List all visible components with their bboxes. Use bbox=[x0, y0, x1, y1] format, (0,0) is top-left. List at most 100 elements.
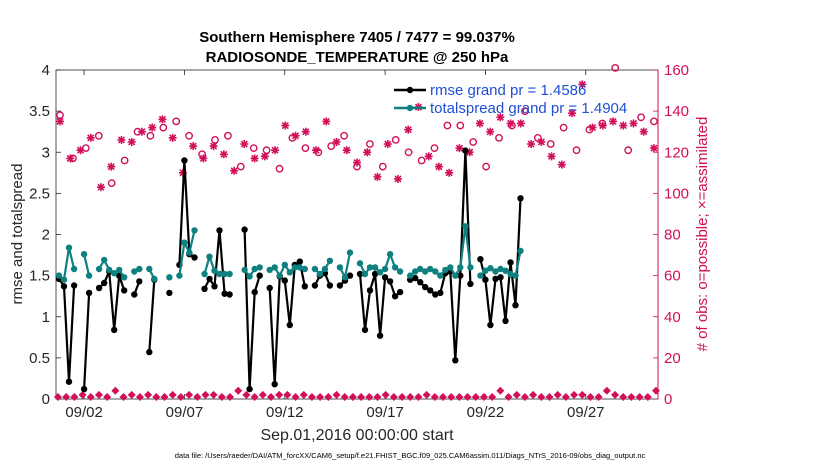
obs-assimilated-point bbox=[230, 167, 238, 175]
totalspread-point bbox=[497, 265, 504, 273]
obs-assimilated-point bbox=[384, 140, 392, 148]
obs-bottom-assimilated-point bbox=[627, 392, 636, 401]
totalspread-point bbox=[512, 272, 519, 279]
totalspread-series bbox=[55, 223, 524, 283]
rmse-point bbox=[271, 381, 278, 388]
obs-assimilated-point bbox=[476, 119, 484, 128]
obs-bottom-assimilated-point bbox=[324, 392, 333, 401]
obs-bottom-assimilated-point bbox=[250, 392, 259, 401]
obs-assimilated-point bbox=[537, 138, 545, 146]
obs-bottom-assimilated-point bbox=[520, 392, 529, 401]
rmse-point bbox=[131, 291, 138, 298]
obs-assimilated-point bbox=[189, 142, 197, 150]
totalspread-point bbox=[437, 272, 444, 279]
obs-assimilated-point bbox=[527, 140, 535, 148]
totalspread-point bbox=[492, 268, 499, 275]
obs-possible-point bbox=[81, 144, 90, 153]
obs-assimilated-point bbox=[640, 128, 648, 136]
rmse-point bbox=[85, 289, 93, 297]
chart-title-line1: Southern Hemisphere 7405 / 7477 = 99.037… bbox=[199, 29, 515, 46]
obs-assimilated-point bbox=[599, 121, 607, 130]
totalspread-point bbox=[336, 264, 344, 271]
rmse-point bbox=[381, 274, 389, 281]
obs-bottom-assimilated-point bbox=[553, 390, 562, 399]
obs-assimilated-point bbox=[425, 152, 433, 160]
rmse-point bbox=[266, 284, 273, 292]
obs-bottom-assimilated-point bbox=[373, 392, 382, 401]
x-tick-label: 09/07 bbox=[166, 404, 204, 421]
y-axis-right-label: # of obs: o=possible; ×=assimilated bbox=[694, 117, 711, 352]
totalspread-point bbox=[85, 272, 93, 279]
totalspread-point bbox=[381, 265, 389, 273]
obs-assimilated-point bbox=[343, 146, 351, 154]
totalspread-point bbox=[281, 261, 288, 269]
y-axis-left-label: rmse and totalspread bbox=[9, 164, 26, 305]
totalspread-point bbox=[271, 264, 278, 271]
obs-possible-point bbox=[456, 121, 465, 130]
rmse-point bbox=[502, 317, 509, 325]
obs-bottom-assimilated-point bbox=[512, 390, 521, 399]
totalspread-point bbox=[321, 265, 329, 273]
obs-assimilated-point bbox=[650, 144, 658, 152]
obs-bottom-assimilated-point bbox=[217, 392, 226, 401]
obs-possible-point bbox=[598, 119, 607, 128]
totalspread-point bbox=[477, 272, 484, 279]
obs-count-series bbox=[54, 64, 660, 401]
obs-bottom-assimilated-point bbox=[619, 392, 628, 401]
obs-bottom-assimilated-point bbox=[201, 390, 210, 399]
totalspread-point bbox=[181, 239, 188, 246]
totalspread-point bbox=[391, 264, 399, 271]
totalspread-point bbox=[136, 265, 143, 273]
obs-possible-point bbox=[365, 140, 374, 148]
obs-assimilated-point bbox=[210, 142, 218, 150]
rmse-point bbox=[376, 332, 384, 339]
rmse-point bbox=[512, 302, 519, 309]
legend: rmse grand pr = 1.4586 totalspread grand… bbox=[394, 82, 627, 117]
y-right-tick-label: 160 bbox=[664, 62, 689, 79]
obs-bottom-assimilated-point bbox=[316, 392, 325, 401]
obs-possible-point bbox=[236, 162, 245, 171]
obs-bottom-assimilated-point bbox=[594, 392, 603, 401]
obs-possible-point bbox=[469, 138, 478, 146]
obs-possible-point bbox=[185, 131, 194, 140]
totalspread-point bbox=[166, 274, 173, 281]
obs-possible-point bbox=[211, 135, 219, 144]
rmse-point bbox=[361, 326, 369, 334]
rmse-point bbox=[256, 272, 263, 279]
rmse-point bbox=[296, 258, 303, 265]
obs-bottom-assimilated-point bbox=[119, 392, 128, 401]
obs-bottom-assimilated-point bbox=[471, 392, 480, 401]
rmse-point bbox=[507, 259, 514, 266]
totalspread-point bbox=[176, 272, 183, 279]
rmse-point bbox=[452, 357, 459, 364]
totalspread-point bbox=[221, 270, 228, 278]
obs-assimilated-point bbox=[455, 144, 463, 152]
totalspread-point bbox=[422, 268, 429, 275]
rmse-point bbox=[356, 270, 364, 278]
obs-possible-point bbox=[275, 164, 284, 173]
obs-bottom-assimilated-point bbox=[135, 392, 144, 401]
obs-possible-point bbox=[585, 125, 594, 134]
rmse-point bbox=[246, 385, 253, 393]
obs-assimilated-point bbox=[445, 169, 453, 177]
obs-possible-point bbox=[430, 144, 439, 153]
rmse-point bbox=[136, 278, 143, 285]
obs-assimilated-point bbox=[373, 173, 382, 181]
totalspread-point bbox=[316, 270, 324, 278]
rmse-point bbox=[517, 195, 524, 202]
obs-bottom-assimilated-point bbox=[168, 390, 177, 399]
obs-bottom-assimilated-point bbox=[357, 392, 366, 401]
y-right-tick-label: 100 bbox=[664, 185, 689, 202]
rmse-point bbox=[121, 287, 128, 294]
obs-bottom-assimilated-point bbox=[398, 392, 407, 401]
totalspread-point bbox=[266, 266, 273, 274]
obs-assimilated-point bbox=[619, 121, 627, 130]
totalspread-point bbox=[65, 244, 73, 251]
rmse-point bbox=[251, 288, 258, 296]
data-file-footnote: data file: /Users/raeder/DAI/ATM_forcXX/… bbox=[175, 451, 646, 460]
obs-bottom-assimilated-point bbox=[479, 392, 488, 401]
y-left-tick-label: 1.5 bbox=[29, 268, 50, 285]
rmse-point bbox=[457, 272, 464, 279]
obs-bottom-assimilated-point bbox=[586, 392, 595, 401]
obs-possible-point bbox=[172, 117, 181, 126]
